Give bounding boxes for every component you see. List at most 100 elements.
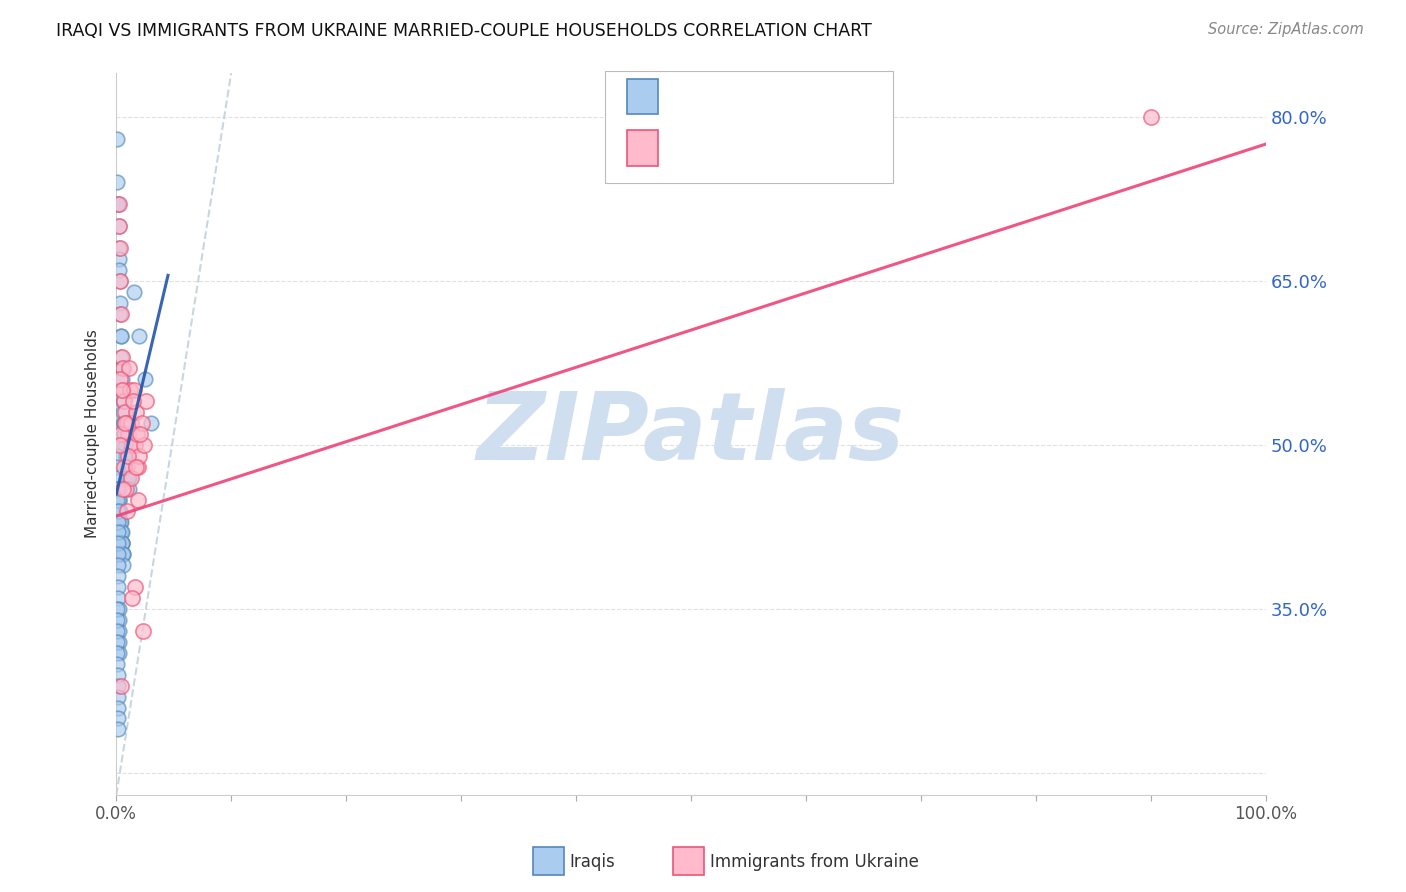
Point: [107, 482, 129, 496]
Point: [110, 328, 132, 343]
Point: [108, 219, 131, 234]
Text: 45: 45: [825, 138, 855, 156]
Point: [120, 471, 142, 485]
Text: 0.350: 0.350: [713, 138, 763, 156]
Point: [107, 558, 129, 573]
Point: [110, 351, 132, 365]
Point: [107, 547, 129, 561]
Point: [121, 438, 143, 452]
Point: [107, 197, 129, 211]
Point: [105, 438, 128, 452]
Text: Immigrants from Ukraine: Immigrants from Ukraine: [710, 853, 920, 871]
Point: [110, 525, 132, 540]
Point: [108, 241, 131, 255]
Point: [111, 547, 134, 561]
Point: [107, 711, 129, 725]
Point: [107, 219, 129, 234]
Point: [112, 416, 135, 430]
Point: [112, 405, 135, 419]
Point: [107, 613, 129, 627]
Point: [105, 602, 128, 616]
Point: [112, 459, 135, 474]
Point: [115, 449, 138, 463]
Text: Iraqis: Iraqis: [569, 853, 616, 871]
Point: [107, 175, 129, 189]
Point: [107, 197, 129, 211]
Point: [107, 492, 129, 507]
Point: [118, 361, 141, 376]
Point: [124, 438, 146, 452]
Point: [107, 492, 129, 507]
Point: [107, 525, 129, 540]
Point: [125, 405, 148, 419]
Point: [127, 459, 149, 474]
Point: [107, 591, 129, 606]
Point: [111, 482, 134, 496]
Point: [110, 679, 132, 693]
Point: [107, 690, 129, 704]
Point: [128, 328, 150, 343]
Point: [132, 438, 155, 452]
Point: [111, 372, 134, 386]
Point: [107, 482, 129, 496]
Point: [108, 503, 131, 517]
Text: R =: R =: [671, 87, 710, 104]
Point: [108, 295, 131, 310]
Point: [108, 263, 131, 277]
Point: [105, 459, 128, 474]
Point: [114, 405, 136, 419]
Point: [112, 558, 135, 573]
Point: [122, 384, 145, 398]
Point: [117, 427, 139, 442]
Point: [110, 525, 132, 540]
Point: [122, 285, 145, 299]
Point: [105, 646, 128, 660]
Point: [127, 492, 149, 507]
Text: 0.293: 0.293: [713, 87, 763, 104]
Point: [111, 384, 134, 398]
Point: [110, 307, 132, 321]
Point: [108, 646, 131, 660]
Point: [107, 679, 129, 693]
Point: [115, 459, 138, 474]
Point: [105, 482, 128, 496]
Point: [110, 438, 132, 452]
Point: [111, 394, 134, 409]
Point: [114, 416, 136, 430]
Point: [107, 723, 129, 737]
Point: [134, 372, 156, 386]
Point: [111, 547, 134, 561]
Point: [112, 394, 135, 409]
Point: [108, 503, 131, 517]
Point: [118, 482, 141, 496]
Point: [111, 351, 134, 365]
Point: [128, 449, 150, 463]
Point: [111, 536, 134, 550]
Point: [117, 471, 139, 485]
Point: [105, 131, 128, 145]
Y-axis label: Married-couple Households: Married-couple Households: [86, 329, 100, 539]
Point: [108, 635, 131, 649]
Point: [110, 307, 132, 321]
Point: [114, 449, 136, 463]
Point: [111, 361, 134, 376]
Point: [114, 438, 136, 452]
Point: [108, 274, 131, 288]
Point: [107, 580, 129, 594]
Point: [107, 602, 129, 616]
Point: [121, 591, 143, 606]
Point: [107, 700, 129, 714]
Point: [110, 274, 132, 288]
Point: [124, 580, 146, 594]
Point: [111, 536, 134, 550]
Point: [129, 427, 152, 442]
Point: [105, 449, 128, 463]
Text: 106: 106: [825, 87, 855, 104]
Point: [115, 503, 138, 517]
Point: [111, 361, 134, 376]
Point: [111, 384, 134, 398]
Text: R =: R =: [671, 138, 710, 156]
Point: [110, 328, 132, 343]
Point: [114, 438, 136, 452]
Point: [110, 525, 132, 540]
